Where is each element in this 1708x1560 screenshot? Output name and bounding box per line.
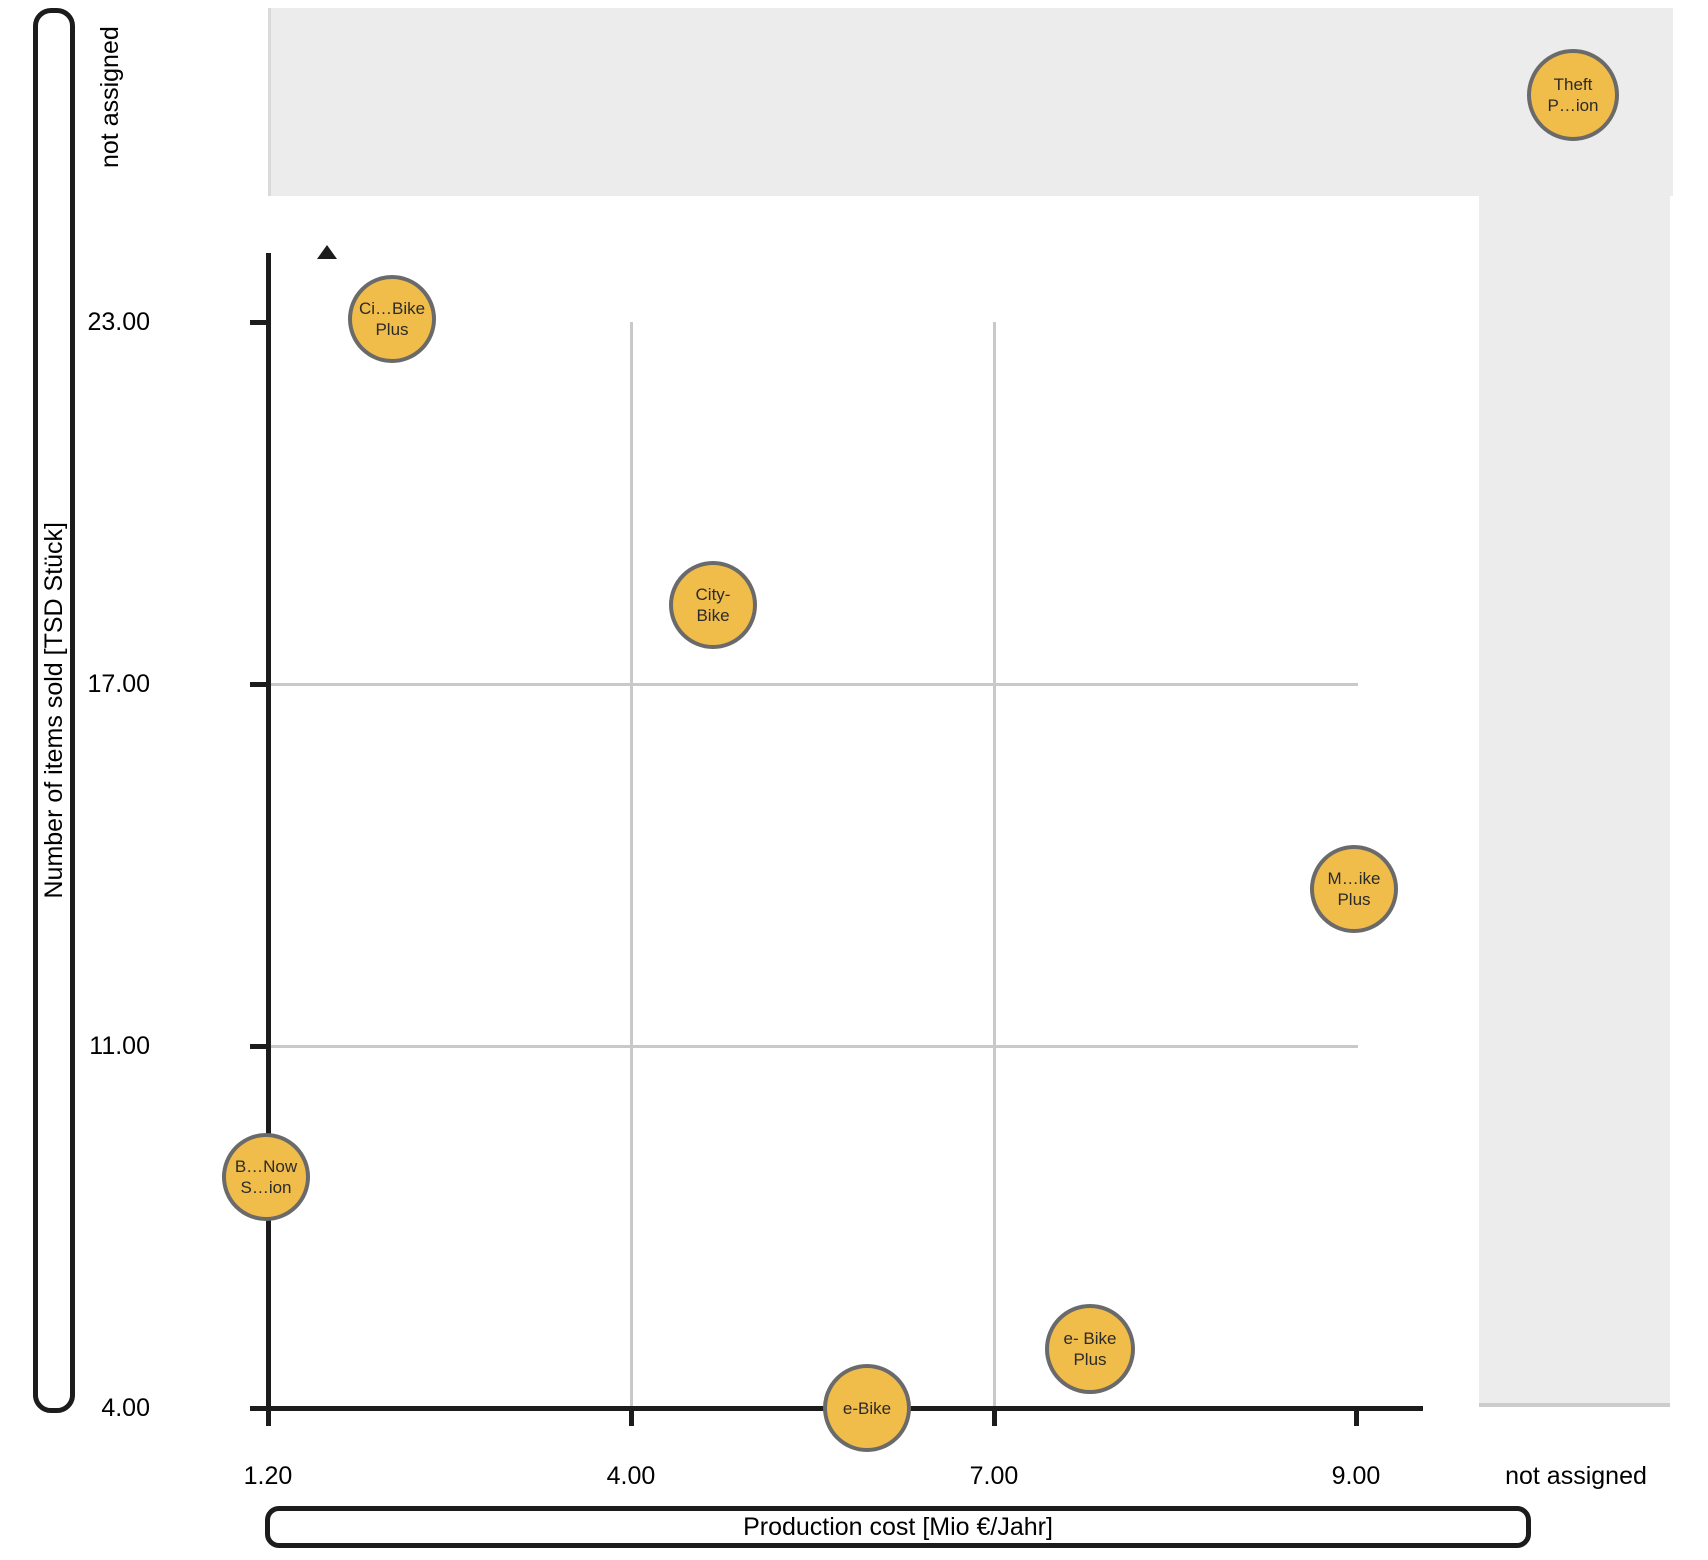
x-tick-label: 7.00 [969,1462,1019,1490]
x-axis-not-assigned-label: not assigned [1505,1462,1647,1490]
x-axis-title: Production cost [Mio €/Jahr] [743,1512,1053,1541]
bubble-label: B…Now [234,1157,298,1176]
bubble-label: M…ike [1327,869,1381,888]
bubble-theft-p-ion[interactable]: Theft P…ion [1527,49,1619,141]
bubble-label: S…ion [240,1178,292,1197]
bubble-label: Plus [1337,890,1371,909]
gridline-horizontal [268,1045,1358,1048]
bubble-label: e-Bike [842,1398,892,1418]
y-axis-title: Number of items sold [TSD Stück] [39,522,68,899]
x-tick-mark [629,1406,634,1426]
y-tick-mark [250,320,266,325]
bubble-city-bike[interactable]: City- Bike [669,561,757,649]
y-tick-label: 4.00 [101,1394,150,1422]
y-axis-title-box: Number of items sold [TSD Stück] [33,8,75,1413]
bubble-label: Plus [1073,1350,1107,1369]
bubble-ci-bike-plus[interactable]: Ci…Bike Plus [348,275,436,363]
y-tick-mark [250,1044,266,1049]
x-tick-mark [1354,1406,1359,1426]
bubble-label: Bike [696,606,730,625]
x-tick-label: 1.20 [243,1462,293,1490]
not-assigned-zone-right [1479,196,1670,1407]
y-tick-label: 11.00 [89,1032,150,1060]
bubble-b-now-s-ion[interactable]: B…Now S…ion [222,1133,310,1221]
bubble-label: e- Bike [1063,1329,1117,1348]
y-tick-label: 23.00 [87,308,150,336]
bubble-label: City- [695,585,731,604]
bubble-label: Plus [375,320,409,339]
x-tick-mark [992,1406,997,1426]
x-tick-label: 4.00 [606,1462,656,1490]
bubble-e-bike-plus[interactable]: e- Bike Plus [1045,1304,1135,1394]
bubble-label: Theft [1553,75,1593,94]
x-axis-title-box: Production cost [Mio €/Jahr] [265,1506,1531,1548]
x-tick-mark [266,1406,271,1426]
bubble-label: P…ion [1547,96,1599,115]
y-tick-mark [250,682,266,687]
gridline-vertical [993,322,996,1406]
gridline-vertical [630,322,633,1406]
bubble-m-ike-plus[interactable]: M…ike Plus [1310,845,1398,933]
gridline-horizontal [268,683,1358,686]
not-assigned-zone-top [268,8,1673,196]
bubble-e-bike[interactable]: e-Bike [823,1364,911,1452]
bubble-label: Ci…Bike [358,299,426,318]
y-axis-line [266,253,271,1408]
y-axis-not-assigned-label: not assigned [96,26,124,168]
x-tick-label: 9.00 [1331,1462,1381,1490]
y-tick-label: 17.00 [87,670,150,698]
triangle-marker-icon [317,245,337,259]
